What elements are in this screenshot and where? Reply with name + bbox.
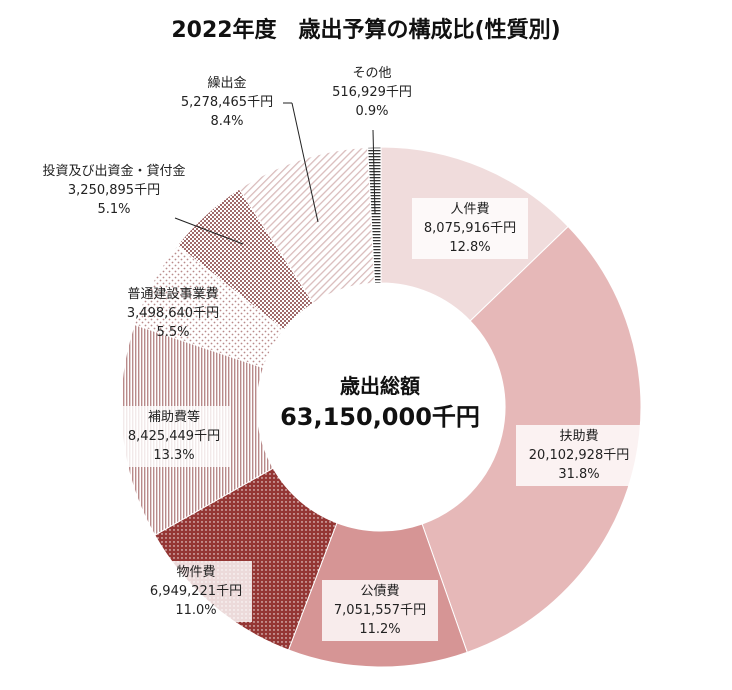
- data-label-toshi-kashitsuke: 投資及び出資金・貸付金 3,250,895千円 5.1%: [42, 164, 186, 217]
- center-total: 歳出総額 63,150,000千円: [270, 372, 490, 434]
- donut-slice-sonota: [367, 146, 382, 284]
- leader-line-kuridashi: [291, 102, 319, 223]
- data-label-kosaihi: 公債費 7,051,557千円 11.2%: [322, 580, 438, 641]
- center-total-value: 63,150,000千円: [280, 403, 480, 431]
- leader-line-toshi: [174, 217, 244, 245]
- data-label-hojohi: 補助費等 8,425,449千円 13.3%: [118, 406, 230, 467]
- data-label-bukkenhi: 物件費 6,949,221千円 11.0%: [140, 561, 252, 622]
- data-label-futsu-kensetsu: 普通建設事業費 3,498,640千円 5.5%: [126, 287, 220, 340]
- data-label-kuridashi: 繰出金 5,278,465千円 8.4%: [180, 76, 274, 129]
- data-label-fujohi: 扶助費 20,102,928千円 31.8%: [516, 425, 642, 486]
- chart-title: 2022年度 歳出予算の構成比(性質別): [171, 18, 561, 43]
- center-label: 歳出総額: [340, 374, 420, 398]
- data-label-sonota: その他 516,929千円 0.9%: [332, 66, 412, 119]
- leader-line-sonota: [372, 129, 376, 215]
- data-label-jinkenhi: 人件費 8,075,916千円 12.8%: [412, 198, 528, 259]
